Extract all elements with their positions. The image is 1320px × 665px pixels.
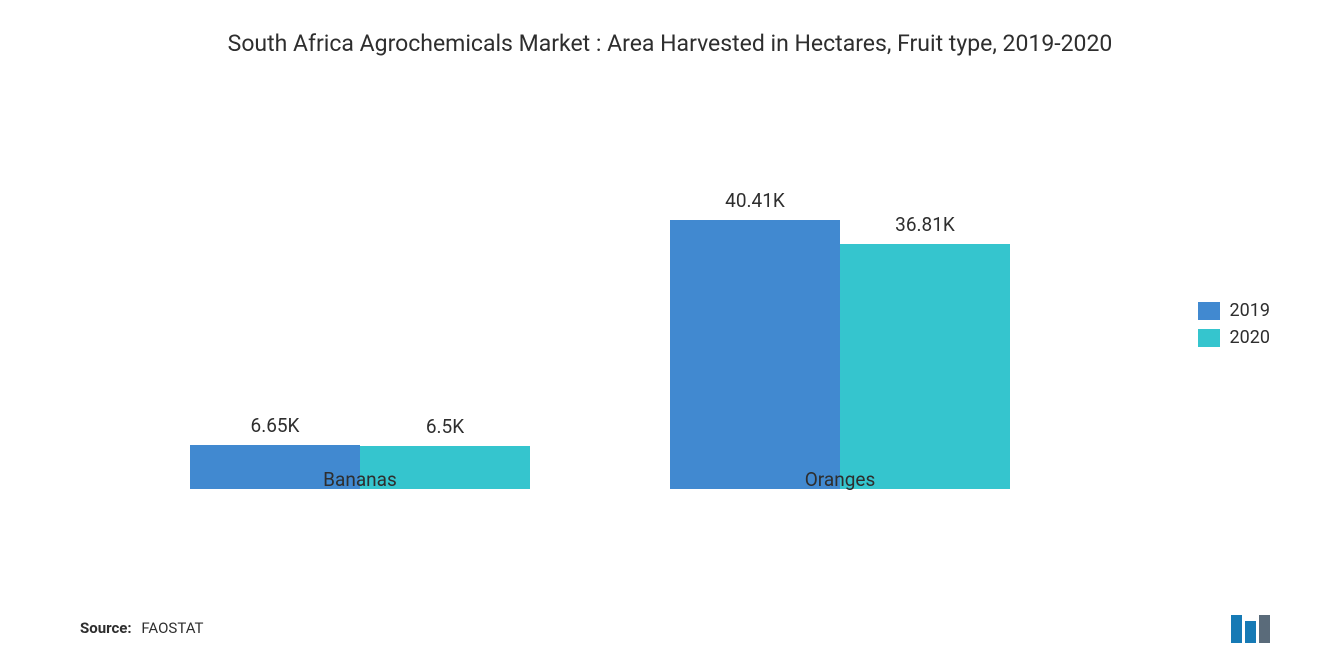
bar-oranges-2020: 36.81K xyxy=(840,213,1010,489)
source-prefix: Source: xyxy=(80,619,132,637)
bar-value-label: 6.5K xyxy=(426,415,464,438)
bar-value-label: 6.65K xyxy=(251,414,300,437)
logo-bar xyxy=(1245,621,1256,643)
bar-oranges-2019: 40.41K xyxy=(670,189,840,489)
legend-label: 2020 xyxy=(1230,327,1270,348)
legend-swatch xyxy=(1198,302,1220,320)
plot-area: 6.65K 6.5K Bananas 40.41K 36.81K Oranges xyxy=(140,89,1080,519)
chart-container: South Africa Agrochemicals Market : Area… xyxy=(0,0,1320,665)
bar-rect xyxy=(670,220,840,489)
source-attribution: Source: FAOSTAT xyxy=(80,619,203,637)
source-text: FAOSTAT xyxy=(141,619,203,637)
chart-title: South Africa Agrochemicals Market : Area… xyxy=(220,28,1120,59)
bar-rect xyxy=(840,244,1010,489)
logo-bar xyxy=(1259,615,1270,643)
legend: 2019 2020 xyxy=(1198,300,1270,354)
bar-value-label: 36.81K xyxy=(895,213,955,236)
legend-label: 2019 xyxy=(1230,300,1270,321)
legend-item-2020: 2020 xyxy=(1198,327,1270,348)
bar-group-bananas: 6.65K 6.5K Bananas xyxy=(190,414,530,489)
category-label: Oranges xyxy=(670,468,1010,491)
category-label: Bananas xyxy=(190,468,530,491)
legend-item-2019: 2019 xyxy=(1198,300,1270,321)
logo-bar xyxy=(1231,615,1242,643)
bar-value-label: 40.41K xyxy=(725,189,785,212)
legend-swatch xyxy=(1198,329,1220,347)
brand-logo xyxy=(1231,615,1270,643)
bar-group-oranges: 40.41K 36.81K Oranges xyxy=(670,189,1010,489)
